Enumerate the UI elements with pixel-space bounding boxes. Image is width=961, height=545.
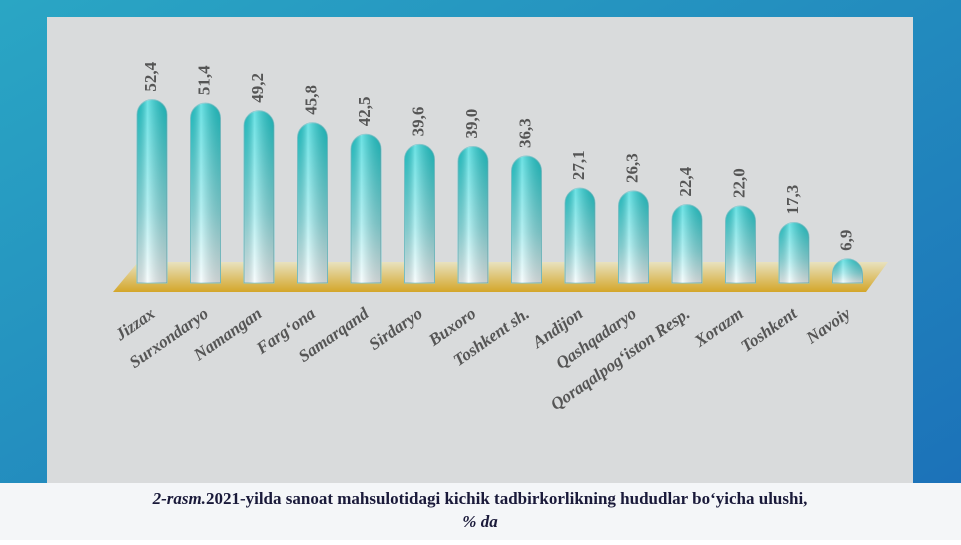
caption-prefix: 2-rasm. [152,489,206,508]
value-label: 36,3 [515,118,534,148]
bar-shade [511,155,542,283]
caption-text: 2021-yilda sanoat mahsulotidagi kichik t… [206,489,808,508]
value-label: 52,4 [141,61,160,91]
bar-shade [190,103,221,283]
floor [113,262,888,292]
value-label: 39,6 [408,107,427,137]
caption-strip [0,483,961,540]
caption: 2-rasm.2021-yilda sanoat mahsulotidagi k… [152,489,808,508]
value-label: 22,4 [676,166,695,196]
value-label: 49,2 [248,73,267,103]
bar-shade [618,190,649,283]
bar-shade [672,204,702,283]
bar-shade [458,146,489,283]
bar-shade [779,222,809,283]
caption-unit: % da [462,512,498,531]
value-label: 27,1 [569,150,588,180]
value-label: 6,9 [836,230,855,251]
bar-shade [725,206,756,283]
value-label: 39,0 [462,109,481,139]
value-label: 26,3 [622,153,641,183]
bar-shade [404,144,435,283]
bar-shade [297,122,328,283]
value-label: 51,4 [194,65,213,95]
value-label: 22,0 [729,168,748,198]
bar-shade [565,188,595,283]
value-label: 45,8 [301,85,320,115]
bar-shade [244,110,274,283]
bar-shade [351,134,381,283]
bar-shade [137,99,167,283]
bar-shade [832,258,863,283]
value-label: 17,3 [783,185,802,215]
value-label: 42,5 [355,97,374,127]
